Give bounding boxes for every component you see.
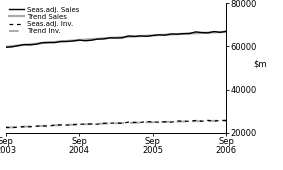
Legend: Seas.adj. Sales, Trend Sales, Seas.adj. Inv., Trend Inv.: Seas.adj. Sales, Trend Sales, Seas.adj. … — [9, 7, 80, 34]
Y-axis label: $m: $m — [253, 59, 267, 68]
